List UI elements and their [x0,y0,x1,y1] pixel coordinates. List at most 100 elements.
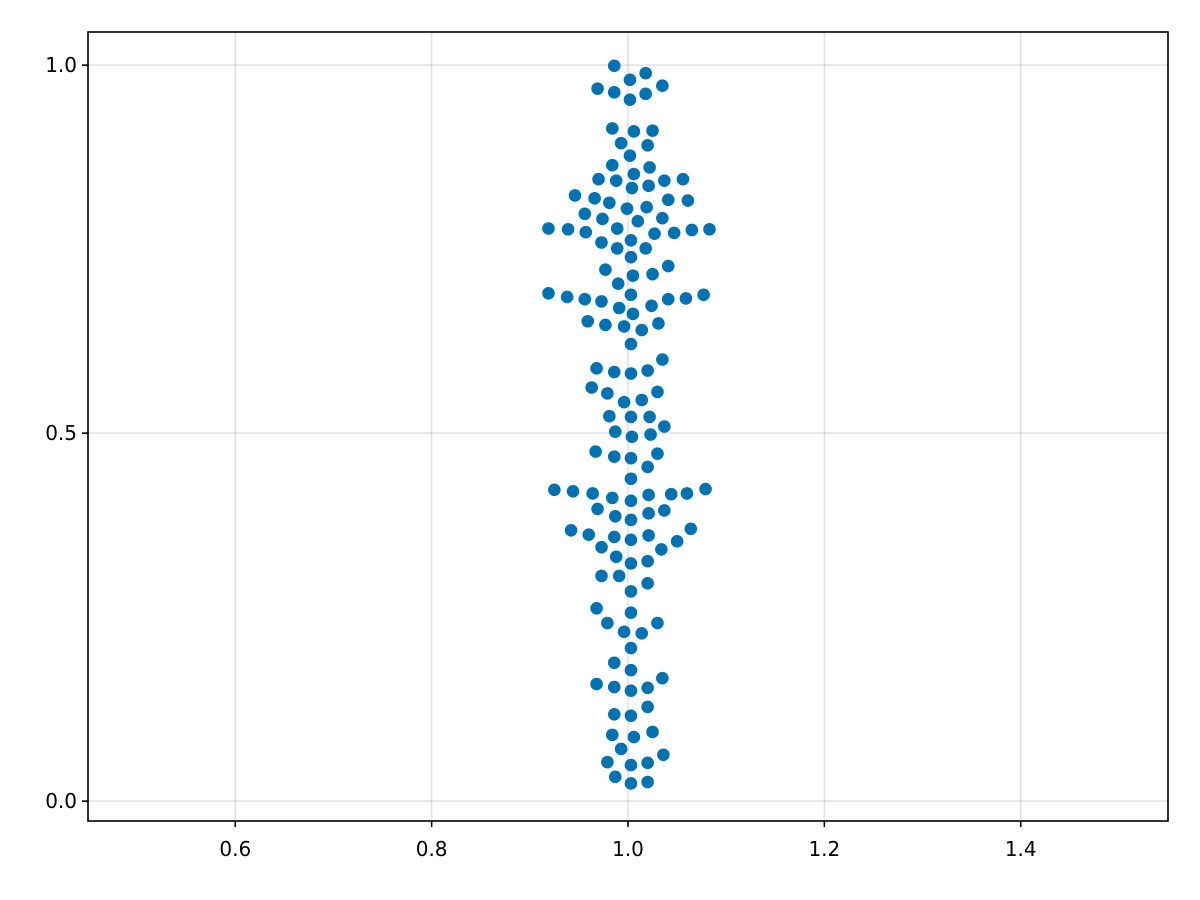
scatter-point [624,472,638,486]
scatter-point [643,410,656,424]
scatter-point [641,364,654,377]
scatter-point [542,222,555,235]
scatter-point [612,569,626,583]
scatter-point [595,295,608,308]
scatter-point [578,292,592,306]
scatter-point [588,192,601,205]
scatter-point [656,211,669,225]
scatter-point [586,487,599,500]
scatter-point [627,730,641,744]
scatter-point [610,222,624,235]
scatter-point [608,425,622,438]
x-tick-label: 1.0 [612,837,644,861]
scatter-point [642,529,655,542]
scatter-point [646,267,659,281]
scatter-point [657,748,670,762]
x-tick-label: 1.4 [1005,837,1037,861]
scatter-point [603,409,616,423]
scatter-point [605,728,619,742]
scatter-point [685,223,699,237]
axis-ticks [82,64,1022,827]
scatter-point [676,172,690,186]
scatter-point [635,627,649,640]
scatter-point [651,385,664,399]
scatter-point [608,509,622,523]
y-axis-tick-labels: 0.0 0.5 1.0 [45,53,77,813]
scatter-point [564,523,578,537]
scatter-point [624,337,638,351]
scatter-point [641,681,654,695]
scatter-point [607,530,621,544]
scatter-point [651,616,664,630]
scatter-point [578,207,592,221]
scatter-point [607,59,621,73]
scatter-point [658,174,671,187]
scatter-point [661,259,675,273]
scatter-point [656,353,669,366]
scatter-point [627,167,641,181]
x-axis-tick-labels: 0.6 0.8 1.0 1.2 1.4 [219,837,1036,861]
scatter-point [560,290,574,304]
scatter-point [703,222,716,236]
scatter-point [614,136,628,150]
scatter-point [582,528,596,541]
scatter-point [639,242,652,255]
scatter-point [651,447,664,461]
scatter-point [612,301,626,315]
scatter-point [639,87,652,101]
scatter-point [607,365,621,379]
scatter-point [655,543,668,556]
scatter-point [617,395,631,409]
scatter-point [624,451,638,465]
scatter-point [609,174,623,187]
scatter-point [590,677,603,691]
scatter-point [590,362,603,375]
scatter-point [605,491,619,505]
scatter-point [641,576,654,590]
scatter-point [639,66,652,80]
x-tick-label: 1.2 [808,837,840,861]
scatter-point [626,269,640,282]
scatter-point [623,73,637,87]
scatter-point [624,533,638,547]
scatter-point [614,742,628,756]
scatter-point [609,550,623,564]
scatter-point [624,410,638,424]
scatter-point [642,507,655,520]
y-tick-label: 0.5 [45,421,77,445]
scatter-point [697,288,710,302]
scatter-point [656,79,669,93]
scatter-point [579,225,593,239]
scatter-point [625,181,639,195]
scatter-point [641,756,654,770]
scatter-point [679,292,693,305]
scatter-point [680,487,694,500]
scatter-point [664,487,678,501]
scatter-point [605,158,619,172]
scatter-point [643,161,656,174]
scatter-point [589,445,602,458]
scatter-point [624,513,638,527]
scatter-point [661,292,675,306]
scatter-point [568,189,582,202]
scatter-point [624,494,638,508]
scatter-point [627,125,641,138]
scatter-point [641,700,654,714]
scatter-point [624,758,638,772]
scatter-point [624,288,638,302]
x-tick-label: 0.6 [219,837,251,861]
scatter-point [646,124,659,137]
scatter-point [670,535,684,548]
scatter-point [601,755,614,769]
scatter-point [607,86,621,99]
x-tick-label: 0.8 [416,837,448,861]
scatter-point [607,707,621,721]
scatter-point [625,430,639,444]
scatter-point [648,227,661,240]
scatter-point [599,318,612,332]
scatter-point [624,606,638,620]
scatter-point [623,93,637,107]
scatter-point [644,428,657,441]
scatter-point [661,193,675,207]
